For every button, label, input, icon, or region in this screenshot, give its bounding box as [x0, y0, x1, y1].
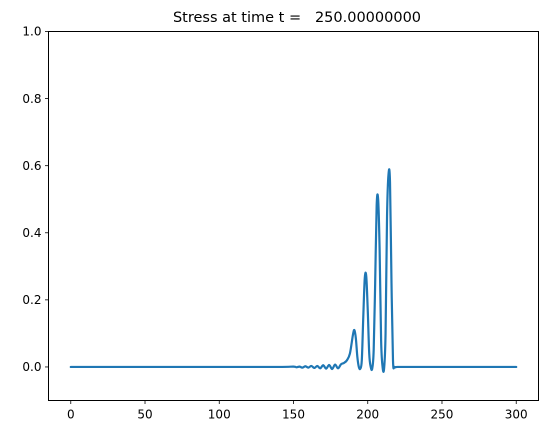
y-tick-label: 0.8 — [22, 92, 41, 106]
series-layer — [69, 168, 518, 373]
y-tick-label: 0.4 — [22, 226, 41, 240]
y-tick-label: 1.0 — [22, 25, 41, 39]
x-tick-label: 250 — [431, 408, 454, 422]
x-tick-label: 200 — [356, 408, 379, 422]
y-tick-label: 0.6 — [22, 159, 41, 173]
x-tick-label: 150 — [282, 408, 305, 422]
y-tick-label: 0.2 — [22, 293, 41, 307]
x-tick-label: 300 — [505, 408, 528, 422]
x-tick-label: 0 — [67, 408, 75, 422]
y-tick-label: 0.0 — [22, 360, 41, 374]
axis-ticks: 0 50 100 150 200 250 300 0.0 0.2 0.4 0.6 0.8 1.0 — [22, 25, 527, 422]
x-tick-label: 50 — [137, 408, 152, 422]
chart-title: Stress at time t = 250.00000000 — [173, 10, 421, 26]
x-tick-label: 100 — [208, 408, 231, 422]
stress-series-line — [69, 168, 518, 373]
plot-area-frame — [48, 31, 539, 401]
